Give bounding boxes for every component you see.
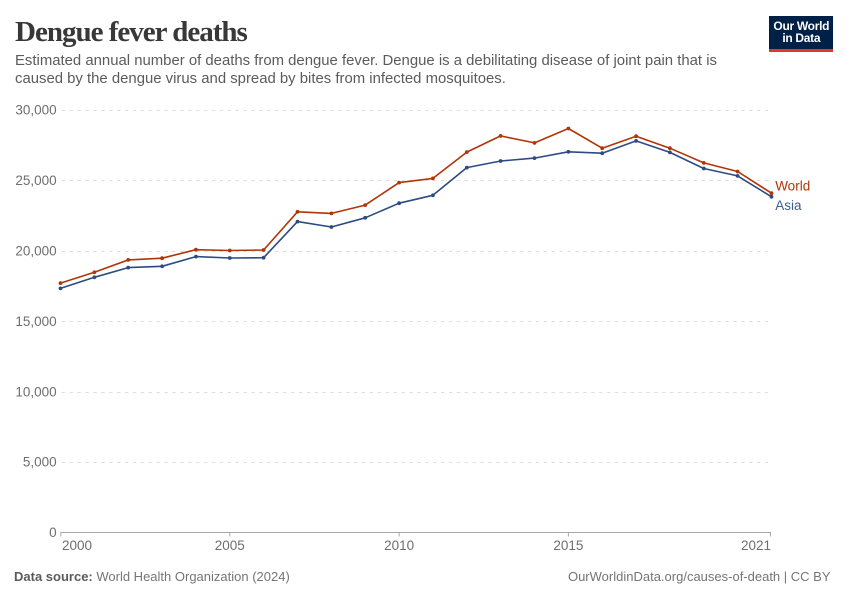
svg-text:2015: 2015 (553, 538, 583, 553)
svg-text:2010: 2010 (384, 538, 414, 553)
svg-text:30,000: 30,000 (15, 103, 56, 118)
svg-text:2000: 2000 (62, 538, 92, 553)
svg-text:Asia: Asia (775, 198, 802, 213)
svg-text:20,000: 20,000 (15, 243, 56, 258)
svg-text:25,000: 25,000 (15, 173, 56, 188)
svg-text:10,000: 10,000 (15, 384, 56, 399)
svg-text:2005: 2005 (215, 538, 245, 553)
svg-text:0: 0 (49, 525, 57, 540)
svg-text:2021: 2021 (741, 538, 771, 553)
svg-text:15,000: 15,000 (15, 314, 56, 329)
svg-text:5,000: 5,000 (23, 455, 57, 470)
svg-text:World: World (775, 179, 810, 194)
